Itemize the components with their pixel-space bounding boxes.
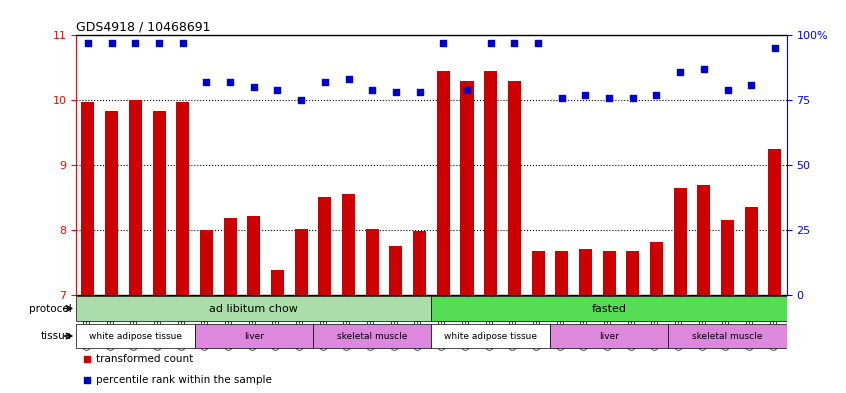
Point — [673, 68, 687, 75]
Bar — [389, 246, 403, 295]
Text: skeletal muscle: skeletal muscle — [337, 332, 408, 340]
Bar — [313, 324, 431, 348]
Text: tissue: tissue — [41, 331, 72, 341]
Bar — [81, 101, 95, 295]
Point — [460, 87, 474, 93]
Text: ad libitum chow: ad libitum chow — [209, 303, 299, 314]
Bar — [460, 81, 474, 295]
Bar — [247, 216, 261, 295]
Text: GDS4918 / 10468691: GDS4918 / 10468691 — [76, 20, 211, 33]
Bar — [768, 149, 782, 295]
Text: fasted: fasted — [591, 303, 627, 314]
Bar — [195, 324, 313, 348]
Bar — [668, 324, 787, 348]
Point — [768, 45, 782, 51]
Point — [80, 376, 94, 383]
Bar — [602, 251, 616, 295]
Point — [80, 355, 94, 362]
Point — [200, 79, 213, 85]
Point — [744, 81, 758, 88]
Point — [626, 94, 640, 101]
Text: liver: liver — [244, 332, 264, 340]
Bar — [431, 296, 787, 321]
Bar — [271, 270, 284, 295]
Bar — [76, 296, 431, 321]
Bar — [176, 102, 190, 295]
Text: liver: liver — [599, 332, 619, 340]
Bar — [721, 220, 734, 295]
Bar — [531, 251, 545, 295]
Text: skeletal muscle: skeletal muscle — [692, 332, 763, 340]
Point — [129, 40, 142, 46]
Bar — [365, 229, 379, 295]
Point — [697, 66, 711, 72]
Point — [531, 40, 545, 46]
Point — [365, 87, 379, 93]
Point — [389, 89, 403, 95]
Bar — [555, 251, 569, 295]
Point — [602, 94, 616, 101]
Point — [176, 40, 190, 46]
Point — [294, 97, 308, 103]
Bar — [152, 111, 166, 295]
Point — [342, 76, 355, 83]
Bar — [437, 71, 450, 295]
Bar — [744, 207, 758, 295]
Point — [721, 87, 734, 93]
Bar — [413, 231, 426, 295]
Bar — [342, 194, 355, 295]
Point — [247, 84, 261, 90]
Point — [508, 40, 521, 46]
Bar — [431, 324, 550, 348]
Point — [650, 92, 663, 98]
Point — [152, 40, 166, 46]
Bar — [697, 185, 711, 295]
Bar — [223, 218, 237, 295]
Point — [81, 40, 95, 46]
Point — [555, 94, 569, 101]
Text: white adipose tissue: white adipose tissue — [444, 332, 537, 340]
Text: transformed count: transformed count — [96, 354, 193, 364]
Bar — [200, 230, 213, 295]
Point — [579, 92, 592, 98]
Point — [437, 40, 450, 46]
Point — [223, 79, 237, 85]
Point — [318, 79, 332, 85]
Bar — [550, 324, 668, 348]
Bar — [508, 81, 521, 295]
Point — [484, 40, 497, 46]
Text: protocol: protocol — [29, 303, 72, 314]
Text: white adipose tissue: white adipose tissue — [89, 332, 182, 340]
Point — [271, 87, 284, 93]
Bar — [318, 197, 332, 295]
Bar — [650, 242, 663, 295]
Point — [105, 40, 118, 46]
Bar — [673, 188, 687, 295]
Text: percentile rank within the sample: percentile rank within the sample — [96, 375, 272, 385]
Bar — [76, 324, 195, 348]
Point — [413, 89, 426, 95]
Bar — [484, 71, 497, 295]
Bar — [105, 111, 118, 295]
Bar — [129, 100, 142, 295]
Bar — [626, 251, 640, 295]
Bar — [294, 229, 308, 295]
Bar — [579, 249, 592, 295]
